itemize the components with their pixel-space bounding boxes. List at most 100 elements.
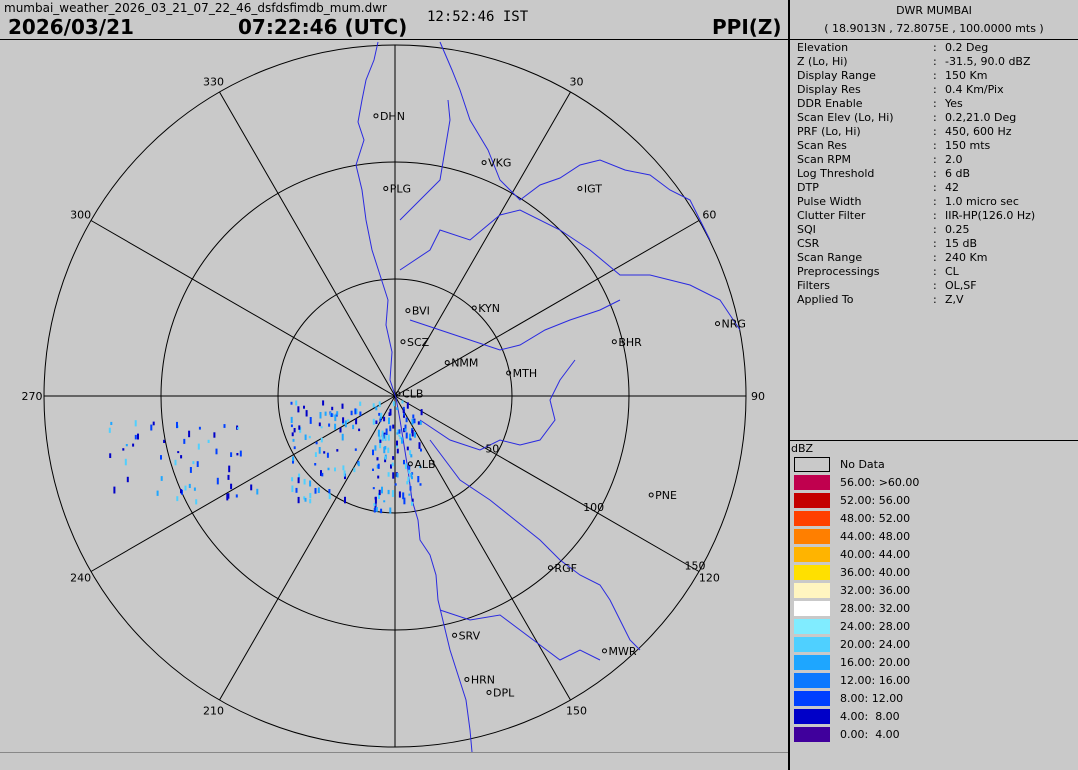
station-kyn[interactable]: KYN — [471, 302, 500, 315]
param-row: Applied To: Z,V — [797, 293, 1067, 307]
echo-pixel — [342, 421, 344, 425]
param-key: DDR Enable — [797, 97, 863, 110]
echo-pixel — [343, 470, 346, 477]
param-colon: : — [933, 251, 937, 264]
echo-pixel — [184, 485, 187, 491]
param-colon: : — [933, 83, 937, 96]
bearing-label: 120 — [699, 572, 720, 585]
echo-pixel — [334, 414, 337, 422]
echo-pixel — [381, 436, 384, 442]
param-row: Preprocessings: CL — [797, 265, 1067, 279]
station-pne[interactable]: PNE — [648, 489, 677, 502]
echo-pixel — [298, 425, 301, 430]
station-hrn[interactable]: HRN — [464, 673, 495, 686]
param-value: 0.25 — [945, 223, 970, 236]
echo-pixel — [383, 446, 386, 454]
echo-pixel — [392, 456, 395, 460]
station-alb[interactable]: ALB — [407, 458, 436, 471]
param-key: Scan RPM — [797, 153, 852, 166]
echo-pixel — [383, 416, 386, 422]
echo-pixel — [391, 490, 394, 497]
legend-label: 52.00: 56.00 — [840, 494, 911, 507]
legend-item: 12.00: 16.00 — [794, 672, 1064, 690]
station-nmm[interactable]: NMM — [444, 357, 478, 370]
legend-item: 36.00: 40.00 — [794, 564, 1064, 582]
param-key: Applied To — [797, 293, 854, 306]
station-srv[interactable]: SRV — [452, 629, 481, 642]
ppi-display[interactable]: DHN PLG VKG IGT BVI KYN SCZ NMM MTH BHR NRG CLB ALB P… — [0, 40, 788, 753]
echo-pixel — [405, 432, 408, 439]
param-row: Pulse Width:1.0 micro sec — [797, 195, 1067, 209]
map-bottom-border — [0, 752, 788, 753]
echo-pixel — [227, 474, 230, 480]
echo-pixel — [398, 491, 401, 498]
station-bhr[interactable]: BHR — [611, 336, 642, 349]
echo-pixel — [417, 421, 420, 425]
param-value: 42 — [945, 181, 959, 194]
echo-pixel — [387, 447, 390, 453]
echo-pixel — [375, 507, 378, 512]
param-value: 15 dB — [945, 237, 978, 250]
param-value: 0.4 Km/Pix — [945, 83, 1004, 96]
echo-pixel — [344, 496, 346, 504]
param-value: 0.2 Deg — [945, 41, 989, 54]
echo-pixel — [193, 487, 196, 491]
bearing-label: 210 — [203, 704, 224, 717]
station-vkg[interactable]: VKG — [481, 157, 511, 170]
legend-swatch — [794, 547, 830, 562]
station-nrg[interactable]: NRG — [715, 318, 746, 331]
param-row: Scan Elev (Lo, Hi):0.2,21.0 Deg — [797, 111, 1067, 125]
echo-pixel — [126, 476, 129, 483]
param-value: OL,SF — [945, 279, 977, 292]
echo-pixel — [372, 487, 375, 490]
legend-item: 52.00: 56.00 — [794, 492, 1064, 510]
station-mth[interactable]: MTH — [506, 367, 537, 380]
station-marker — [407, 461, 413, 467]
station-label: MTH — [513, 367, 537, 380]
param-key: Scan Range — [797, 251, 863, 264]
echo-pixel — [411, 476, 413, 480]
station-markers: DHN PLG VKG IGT BVI KYN SCZ NMM MTH BHR NRG CLB ALB P… — [373, 110, 746, 699]
echo-pixel — [409, 450, 412, 455]
echo-pixel — [297, 496, 300, 504]
echo-pixel — [383, 500, 386, 503]
param-colon: : — [933, 195, 937, 208]
echo-pixel — [291, 477, 294, 482]
station-dhn[interactable]: DHN — [373, 110, 405, 123]
station-rgf[interactable]: RGF — [547, 562, 577, 575]
station-mwr[interactable]: MWR — [601, 645, 637, 658]
echo-pixel — [359, 411, 362, 416]
echo-pixel — [150, 424, 153, 431]
echo-pixel — [404, 424, 407, 432]
param-row: Scan Range:240 Km — [797, 251, 1067, 265]
param-colon: : — [933, 167, 937, 180]
station-igt[interactable]: IGT — [577, 183, 602, 196]
echo-pixel — [379, 415, 382, 419]
echo-pixel — [309, 493, 312, 499]
station-scz[interactable]: SCZ — [400, 336, 430, 349]
echo-pixel — [399, 436, 402, 440]
station-dpl[interactable]: DPL — [486, 686, 515, 699]
echo-pixel — [290, 424, 293, 428]
echo-pixel — [320, 437, 323, 443]
echo-pixel — [292, 456, 295, 462]
echo-pixel — [403, 459, 405, 465]
echo-pixel — [227, 493, 230, 499]
district-border-5 — [439, 609, 601, 661]
station-clb[interactable]: CLB — [395, 388, 423, 401]
echo-pixel — [381, 486, 383, 494]
bearing-spoke — [394, 220, 700, 397]
echo-pixel — [378, 412, 381, 416]
echo-pixel — [384, 456, 387, 460]
legend-label: 4.00: 8.00 — [840, 710, 900, 723]
param-row: Scan Res:150 mts — [797, 139, 1067, 153]
station-plg[interactable]: PLG — [383, 183, 411, 196]
echo-pixel — [372, 403, 375, 408]
param-key: Display Res — [797, 83, 861, 96]
coastline-borders — [355, 41, 741, 753]
radar-map[interactable]: DHN PLG VKG IGT BVI KYN SCZ NMM MTH BHR NRG CLB ALB P… — [0, 40, 788, 753]
echo-pixel — [375, 420, 378, 424]
station-bvi[interactable]: BVI — [405, 305, 430, 318]
echo-pixel — [396, 407, 399, 410]
echo-pixel — [228, 465, 231, 473]
